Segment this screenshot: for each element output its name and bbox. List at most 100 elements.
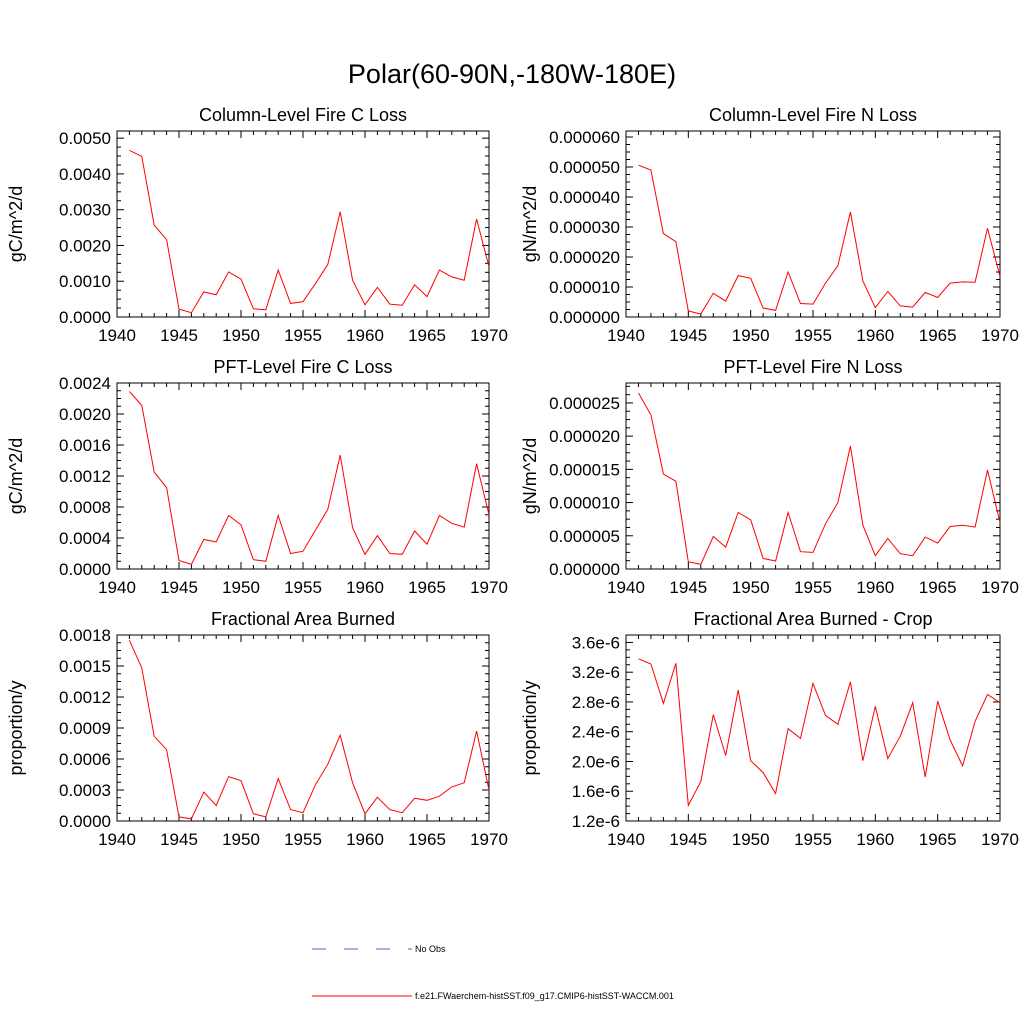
x-tick-label: 1940 [607, 830, 645, 849]
y-tick-label: 1.6e-6 [572, 782, 620, 801]
x-tick-label: 1945 [160, 326, 198, 345]
y-tick-label: 2.4e-6 [572, 723, 620, 742]
chart-panel-4: PFT-Level Fire N Loss 1940 1945 1950 1955 196… [520, 357, 1019, 597]
y-tick-label: 0.000020 [549, 248, 620, 267]
y-tick-label: 0.000040 [549, 188, 620, 207]
y-tick-label: 0.0015 [59, 657, 111, 676]
y-tick-label: 0.0010 [59, 272, 111, 291]
x-tick-label: 1945 [160, 578, 198, 597]
y-tick-label: 0.000025 [549, 394, 620, 413]
y-tick-label: 0.000020 [549, 427, 620, 446]
y-axis-label: gC/m^2/d [6, 186, 26, 262]
y-axis-label: gC/m^2/d [6, 438, 26, 514]
x-tick-label: 1955 [794, 830, 832, 849]
x-tick-label: 1960 [856, 830, 894, 849]
x-tick-label: 1965 [408, 578, 446, 597]
x-tick-label: 1945 [160, 830, 198, 849]
series-line-1 [129, 149, 490, 314]
plot-frame [625, 634, 1001, 822]
x-tick-label: 1960 [346, 830, 384, 849]
legend: No Obs f.e21.FWaerchem-histSST.f09_g17.C… [312, 944, 674, 1001]
y-tick-label: 0.000000 [549, 308, 620, 327]
series-line-1 [128, 639, 490, 820]
chart-panel-1: Column-Level Fire C Loss 1940 1945 1950 1955… [6, 105, 508, 345]
y-tick-label: 0.0020 [59, 236, 111, 255]
x-tick-label: 1950 [222, 578, 260, 597]
panel-title: Column-Level Fire N Loss [709, 105, 917, 125]
y-tick-label: 0.0016 [59, 436, 111, 455]
x-tick-label: 1950 [222, 830, 260, 849]
plot-frame [116, 382, 490, 570]
x-tick-label: 1940 [98, 578, 136, 597]
y-axis-label: gN/m^2/d [520, 186, 540, 262]
series-line-1 [638, 392, 1001, 565]
y-tick-label: 0.000005 [549, 527, 620, 546]
x-tick-label: 1955 [284, 326, 322, 345]
x-tick-label: 1960 [346, 578, 384, 597]
panel-title: Fractional Area Burned - Crop [693, 609, 932, 629]
y-axis-label: gN/m^2/d [520, 438, 540, 514]
y-tick-label: 2.8e-6 [572, 693, 620, 712]
y-tick-label: 0.0012 [59, 467, 111, 486]
x-tick-label: 1960 [856, 326, 894, 345]
y-axis-label: proportion/y [520, 680, 540, 775]
y-tick-label: 0.0006 [59, 750, 111, 769]
y-tick-label: 0.000000 [549, 560, 620, 579]
y-tick-label: 0.0000 [59, 560, 111, 579]
chart-panel-3: PFT-Level Fire C Loss 1940 1945 1950 1955 196… [6, 357, 508, 597]
y-tick-label: 0.0018 [59, 626, 111, 645]
legend-obs-label: No Obs [415, 944, 446, 954]
x-tick-label: 1960 [346, 326, 384, 345]
plot-frame [116, 634, 490, 822]
y-axis-label: proportion/y [6, 680, 26, 775]
y-tick-label: 0.0000 [59, 812, 111, 831]
x-tick-label: 1955 [794, 326, 832, 345]
y-tick-label: 0.0009 [59, 719, 111, 738]
x-tick-label: 1955 [284, 578, 322, 597]
x-tick-label: 1940 [607, 326, 645, 345]
x-tick-label: 1970 [470, 830, 508, 849]
y-tick-label: 3.6e-6 [572, 633, 620, 652]
x-tick-label: 1955 [284, 830, 322, 849]
y-tick-label: 0.0020 [59, 405, 111, 424]
panel-title: Fractional Area Burned [211, 609, 395, 629]
x-tick-label: 1965 [919, 326, 957, 345]
series-line-1 [638, 658, 1001, 808]
y-tick-label: 0.0030 [59, 201, 111, 220]
x-tick-label: 1965 [919, 830, 957, 849]
y-tick-label: 0.000010 [549, 494, 620, 513]
y-tick-label: 0.0040 [59, 165, 111, 184]
y-tick-label: 0.000060 [549, 128, 620, 147]
x-tick-label: 1970 [981, 326, 1019, 345]
x-tick-label: 1945 [669, 578, 707, 597]
x-tick-label: 1970 [470, 578, 508, 597]
y-tick-label: 0.000010 [549, 278, 620, 297]
y-tick-label: 0.0003 [59, 781, 111, 800]
y-tick-label: 0.000030 [549, 218, 620, 237]
x-tick-label: 1960 [856, 578, 894, 597]
x-tick-label: 1970 [981, 578, 1019, 597]
x-tick-label: 1950 [732, 830, 770, 849]
y-tick-label: 0.0000 [59, 308, 111, 327]
y-tick-label: 1.2e-6 [572, 812, 620, 831]
y-tick-label: 0.0008 [59, 498, 111, 517]
panel-title: PFT-Level Fire N Loss [723, 357, 902, 377]
x-tick-label: 1940 [98, 830, 136, 849]
chart-panel-2: Column-Level Fire N Loss 1940 1945 1950 1955… [520, 105, 1019, 345]
figure-title: Polar(60-90N,-180W-180E) [348, 59, 676, 89]
x-tick-label: 1955 [794, 578, 832, 597]
legend-model-label: f.e21.FWaerchem-histSST.f09_g17.CMIP6-hi… [415, 991, 674, 1001]
x-tick-label: 1965 [919, 578, 957, 597]
plot-frame [116, 130, 490, 318]
series-line-1 [129, 391, 490, 566]
x-tick-label: 1950 [732, 326, 770, 345]
x-tick-label: 1965 [408, 326, 446, 345]
x-tick-label: 1945 [669, 326, 707, 345]
y-tick-label: 0.0050 [59, 129, 111, 148]
plot-frame [625, 382, 1001, 570]
y-tick-label: 2.0e-6 [572, 752, 620, 771]
y-tick-label: 0.0012 [59, 688, 111, 707]
plot-frame [625, 130, 1001, 318]
x-tick-label: 1950 [222, 326, 260, 345]
